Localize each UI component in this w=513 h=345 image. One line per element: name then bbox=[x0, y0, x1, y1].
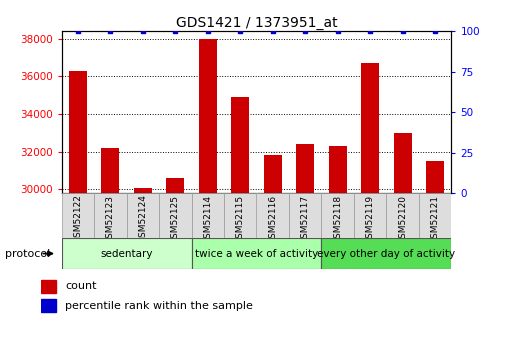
Point bbox=[269, 28, 277, 34]
Bar bbox=[329, 146, 347, 193]
Point bbox=[366, 28, 374, 34]
Text: GSM52116: GSM52116 bbox=[268, 195, 277, 244]
Bar bbox=[289, 193, 322, 238]
Bar bbox=[322, 238, 451, 269]
Text: GSM52119: GSM52119 bbox=[366, 195, 374, 244]
Bar bbox=[231, 97, 249, 193]
Text: sedentary: sedentary bbox=[100, 249, 153, 258]
Bar bbox=[191, 238, 322, 269]
Bar bbox=[159, 193, 191, 238]
Text: percentile rank within the sample: percentile rank within the sample bbox=[65, 300, 253, 310]
Title: GDS1421 / 1373951_at: GDS1421 / 1373951_at bbox=[175, 16, 338, 30]
Text: GSM52124: GSM52124 bbox=[139, 195, 147, 244]
Bar bbox=[386, 193, 419, 238]
Point bbox=[431, 28, 439, 34]
Text: twice a week of activity: twice a week of activity bbox=[195, 249, 318, 258]
Text: GSM52118: GSM52118 bbox=[333, 195, 342, 244]
Point bbox=[236, 28, 244, 34]
Bar bbox=[41, 280, 56, 293]
Bar bbox=[256, 193, 289, 238]
Bar bbox=[297, 144, 314, 193]
Point bbox=[74, 28, 82, 34]
Bar bbox=[361, 63, 379, 193]
Bar bbox=[264, 156, 282, 193]
Point bbox=[399, 28, 407, 34]
Text: GSM52123: GSM52123 bbox=[106, 195, 115, 244]
Bar bbox=[62, 238, 191, 269]
Bar bbox=[166, 178, 184, 193]
Text: GSM52115: GSM52115 bbox=[236, 195, 245, 244]
Text: count: count bbox=[65, 282, 96, 292]
Bar bbox=[94, 193, 127, 238]
Bar bbox=[69, 71, 87, 193]
Bar bbox=[224, 193, 256, 238]
Bar bbox=[41, 299, 56, 312]
Point bbox=[139, 28, 147, 34]
Point bbox=[171, 28, 180, 34]
Text: GSM52122: GSM52122 bbox=[73, 195, 82, 244]
Bar bbox=[354, 193, 386, 238]
Text: GSM52120: GSM52120 bbox=[398, 195, 407, 244]
Bar bbox=[127, 193, 159, 238]
Bar bbox=[394, 133, 411, 193]
Text: GSM52121: GSM52121 bbox=[431, 195, 440, 244]
Point bbox=[204, 28, 212, 34]
Bar bbox=[191, 193, 224, 238]
Bar bbox=[102, 148, 119, 193]
Point bbox=[301, 28, 309, 34]
Point bbox=[106, 28, 114, 34]
Text: every other day of activity: every other day of activity bbox=[318, 249, 456, 258]
Bar bbox=[199, 39, 216, 193]
Bar bbox=[419, 193, 451, 238]
Bar bbox=[134, 188, 152, 193]
Point bbox=[333, 28, 342, 34]
Text: GSM52125: GSM52125 bbox=[171, 195, 180, 244]
Text: GSM52117: GSM52117 bbox=[301, 195, 310, 244]
Text: protocol: protocol bbox=[5, 249, 50, 258]
Text: GSM52114: GSM52114 bbox=[203, 195, 212, 244]
Bar bbox=[426, 161, 444, 193]
Bar bbox=[62, 193, 94, 238]
Bar bbox=[322, 193, 354, 238]
